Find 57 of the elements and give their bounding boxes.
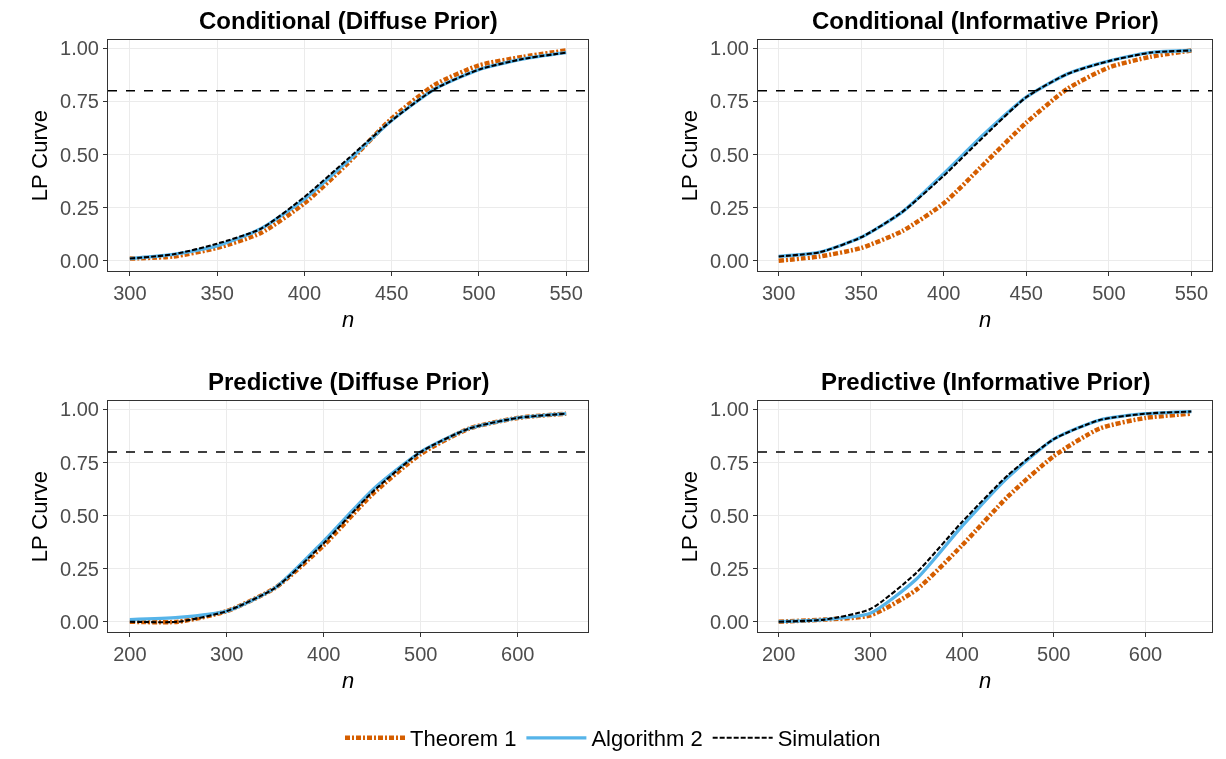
x-axis-title: n bbox=[341, 307, 355, 333]
y-tick-label: 0.75 bbox=[710, 451, 749, 474]
x-tick-label: 500 bbox=[1037, 643, 1071, 666]
x-axis-title: n bbox=[341, 668, 355, 694]
x-tick-label: 400 bbox=[927, 282, 961, 305]
x-tick-label: 300 bbox=[853, 643, 888, 666]
y-tick-label: 0.75 bbox=[60, 451, 99, 474]
y-tick-label: 1.00 bbox=[710, 37, 749, 60]
y-tick-label: 1.00 bbox=[710, 398, 749, 421]
y-tick-label: 0.50 bbox=[710, 504, 749, 527]
chart-title: Conditional (Diffuse Prior) bbox=[199, 7, 498, 34]
y-tick-label: 0.00 bbox=[60, 610, 99, 633]
legend-label: Algorithm 2 bbox=[591, 726, 703, 752]
x-axis-title: n bbox=[978, 668, 992, 694]
y-tick-label: 0.50 bbox=[710, 143, 749, 166]
x-tick-label: 300 bbox=[761, 282, 796, 305]
y-tick-label: 0.00 bbox=[710, 610, 749, 633]
x-tick-label: 300 bbox=[113, 282, 147, 305]
y-tick-label: 0.00 bbox=[60, 249, 99, 272]
y-axis-title: LP Curve bbox=[676, 470, 702, 563]
x-tick-label: 500 bbox=[404, 643, 438, 666]
y-tick-label: 0.75 bbox=[60, 90, 99, 113]
legend-label: Simulation bbox=[777, 726, 881, 752]
x-tick-label: 600 bbox=[1128, 643, 1163, 666]
y-tick-label: 0.25 bbox=[60, 557, 99, 580]
x-tick-label: 450 bbox=[1009, 282, 1043, 305]
x-axis-title: n bbox=[978, 307, 992, 333]
x-tick-label: 500 bbox=[462, 282, 496, 305]
x-tick-label: 550 bbox=[1174, 282, 1209, 305]
y-axis-title: LP Curve bbox=[26, 470, 52, 563]
chart-title: Conditional (Informative Prior) bbox=[812, 7, 1159, 34]
x-tick-label: 550 bbox=[549, 282, 583, 305]
y-tick-label: 1.00 bbox=[60, 37, 99, 60]
x-tick-label: 600 bbox=[501, 643, 535, 666]
x-tick-label: 450 bbox=[374, 282, 409, 305]
y-tick-label: 0.00 bbox=[710, 249, 749, 272]
y-tick-label: 0.50 bbox=[60, 504, 99, 527]
legend-label: Theorem 1 bbox=[410, 726, 517, 752]
y-tick-label: 1.00 bbox=[60, 398, 99, 421]
chart-title: Predictive (Diffuse Prior) bbox=[208, 368, 490, 395]
y-tick-label: 0.25 bbox=[710, 557, 749, 580]
x-tick-label: 400 bbox=[287, 282, 322, 305]
y-tick-label: 0.25 bbox=[60, 196, 99, 219]
y-axis-title: LP Curve bbox=[26, 109, 52, 202]
x-tick-label: 350 bbox=[844, 282, 878, 305]
x-tick-label: 400 bbox=[945, 643, 979, 666]
x-tick-label: 350 bbox=[200, 282, 234, 305]
x-tick-label: 500 bbox=[1092, 282, 1126, 305]
x-tick-label: 300 bbox=[210, 643, 244, 666]
y-tick-label: 0.75 bbox=[710, 90, 749, 113]
y-axis-title: LP Curve bbox=[676, 109, 702, 202]
y-tick-label: 0.25 bbox=[710, 196, 749, 219]
chart-title: Predictive (Informative Prior) bbox=[821, 368, 1151, 395]
x-tick-label: 400 bbox=[307, 643, 341, 666]
x-tick-label: 200 bbox=[113, 643, 147, 666]
y-tick-label: 0.50 bbox=[60, 143, 99, 166]
x-tick-label: 200 bbox=[761, 643, 796, 666]
